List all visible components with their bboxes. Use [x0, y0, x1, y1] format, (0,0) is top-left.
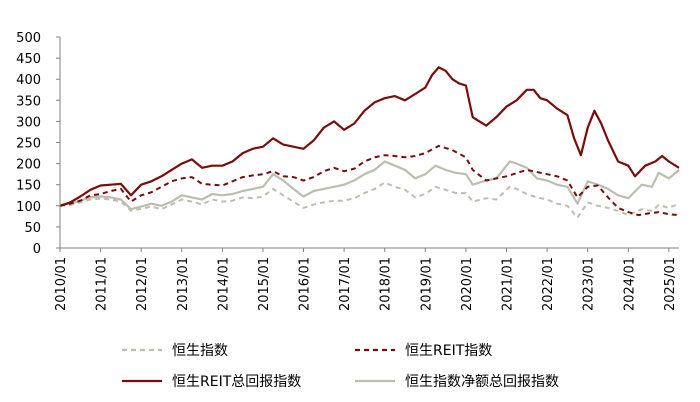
y-tick-label: 0	[33, 242, 41, 257]
x-axis: 2010/01 2011/01 2012/01 2013/01 2014/01 2015/…	[54, 247, 679, 311]
x-tick-label: 2022/01	[541, 257, 556, 311]
y-tick-label: 200	[16, 158, 41, 173]
series-line-1	[59, 144, 680, 217]
plot-area	[59, 66, 680, 219]
x-tick-label: 2016/01	[298, 257, 313, 311]
x-tick-label: 2014/01	[216, 257, 231, 311]
x-tick-label: 2023/01	[582, 257, 597, 311]
x-tick-label: 2011/01	[95, 257, 110, 311]
legend-label: 恒生REIT指数	[405, 343, 492, 359]
legend-label: 恒生指数	[172, 343, 228, 359]
series-line-2	[59, 160, 680, 211]
x-tick-label: 2019/01	[419, 257, 434, 311]
y-tick-label: 100	[16, 200, 41, 215]
legend-label: 恒生REIT总回报指数	[172, 374, 301, 390]
y-tick-label: 250	[16, 137, 41, 152]
y-axis: 0 50 100 150 200 250 300 350 400 450 500	[16, 31, 61, 257]
x-tick-label: 2021/01	[500, 257, 515, 311]
series-line-0	[59, 66, 680, 207]
x-tick-label: 2020/01	[460, 257, 475, 311]
y-tick-label: 450	[16, 52, 41, 67]
y-tick-label: 300	[16, 115, 41, 130]
x-tick-label: 2024/01	[622, 257, 637, 311]
x-tick-label: 2017/01	[338, 257, 353, 311]
x-tick-label: 2013/01	[176, 257, 191, 311]
y-tick-label: 150	[16, 179, 41, 194]
x-tick-label: 2018/01	[379, 257, 394, 311]
x-tick-label: 2012/01	[135, 257, 150, 311]
y-tick-label: 500	[16, 31, 41, 46]
y-tick-label: 400	[16, 73, 41, 88]
series-line-3	[59, 181, 680, 219]
x-tick-label: 2010/01	[54, 257, 69, 311]
x-tick-label: 2025/01	[663, 257, 678, 311]
legend-label: 恒生指数净额总回报指数	[405, 374, 559, 390]
y-tick-label: 350	[16, 94, 41, 109]
x-tick-label: 2015/01	[257, 257, 272, 311]
y-tick-label: 50	[24, 221, 41, 236]
